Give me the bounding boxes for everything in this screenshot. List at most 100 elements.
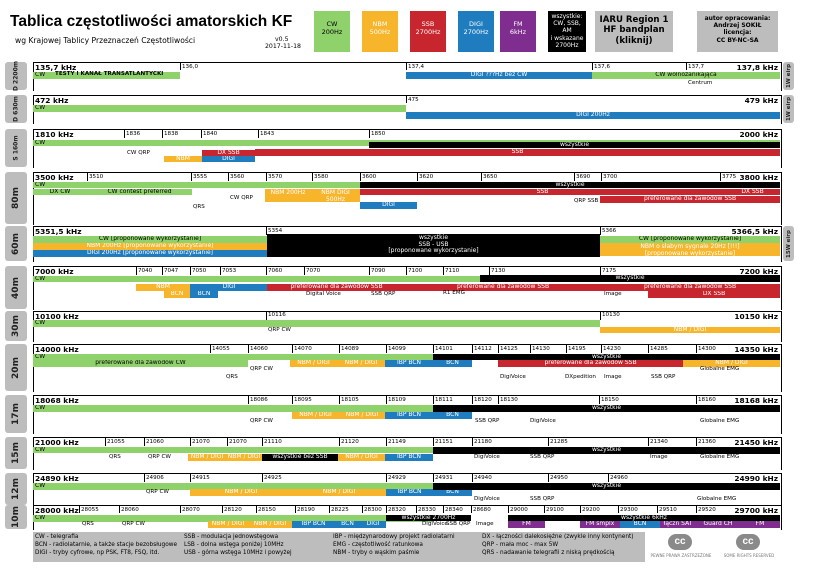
- note-label: DigiVoice: [500, 374, 526, 380]
- segment-cw: CW: [33, 105, 406, 112]
- freq-label: 7060: [268, 268, 283, 274]
- note-label: Globalne EMG: [700, 418, 740, 424]
- freq-label: 21055: [107, 439, 125, 445]
- segment-ssb: SSB: [255, 149, 780, 156]
- footer-legend-line: BCN - radiolatarnie, a także stacje bezo…: [35, 542, 178, 548]
- freq-tick: [406, 266, 407, 275]
- freq-label: 10130: [602, 312, 620, 318]
- freq-tick: [262, 437, 263, 446]
- band-end: 137,8 kHz: [736, 63, 778, 72]
- freq-tick: [481, 172, 482, 181]
- freq-label: 21151: [435, 439, 453, 445]
- freq-tick: [339, 395, 340, 404]
- band-name: 15m: [11, 442, 21, 464]
- freq-label: 7100: [408, 268, 423, 274]
- freq-label: 21180: [474, 439, 492, 445]
- freq-label: 14089: [341, 346, 359, 352]
- footer-legend-line: QRS - nadawanie telegrafii z niską prędk…: [482, 550, 615, 556]
- segment-ssb: preferowane dla zawodów SSB: [267, 284, 406, 291]
- freq-tick: [144, 437, 145, 446]
- freq-tick: [248, 395, 249, 404]
- note-label: SSB QRP: [475, 418, 500, 424]
- freq-label: 28150: [258, 507, 276, 513]
- freq-tick: [406, 62, 407, 70]
- freq-label: 137,4: [408, 64, 425, 70]
- band-start: 3500 kHz: [35, 173, 74, 182]
- date-label: 2017-11-18: [265, 43, 301, 50]
- freq-label: 21110: [264, 439, 282, 445]
- note-label: SSB QRP: [651, 374, 676, 380]
- band-end: 7200 kHz: [739, 267, 778, 276]
- band-frame: [33, 437, 782, 470]
- segment-nbm: NBM o słabym sygnale 20Hz [!!!] [propono…: [600, 243, 780, 256]
- freq-tick: [648, 344, 649, 353]
- segment-cw: preferowane dla zawodów CW: [33, 360, 248, 367]
- band-name: 20m: [11, 356, 21, 379]
- freq-label: 18086: [250, 397, 268, 403]
- freq-label: 21120: [341, 439, 359, 445]
- page-subtitle: wg Krajowej Tablicy Przeznaczeń Częstotl…: [15, 36, 196, 45]
- freq-tick: [266, 172, 267, 181]
- band-name: 60m: [11, 232, 21, 255]
- freq-label: 21070: [192, 439, 210, 445]
- segment-cw: CW: [33, 447, 433, 453]
- note-label: Centrum: [688, 80, 713, 86]
- band-start: 10100 kHz: [35, 312, 79, 321]
- footer-legend-line: QRP - mała moc - max 5W: [482, 542, 559, 548]
- note-label: Globalne EMG: [700, 454, 740, 460]
- segment-nbm: NBM DIGI 500Hz: [311, 189, 360, 202]
- freq-label: 28680: [473, 507, 491, 513]
- freq-tick: [258, 129, 259, 138]
- freq-label: 3560: [230, 174, 245, 180]
- segment-cw: CW contest preferred: [87, 189, 192, 195]
- freq-label: 3650: [483, 174, 498, 180]
- freq-label: 14101: [435, 346, 453, 352]
- freq-label: 3775: [722, 174, 737, 180]
- segment-fm: FM: [740, 521, 780, 528]
- band-name: D 630m: [12, 96, 20, 122]
- segment-nbm: NBM / DIGI: [290, 360, 337, 367]
- freq-tick: [369, 129, 370, 138]
- band-label: 80m: [5, 172, 27, 224]
- band-frame: [33, 395, 782, 434]
- freq-tick: [79, 505, 80, 513]
- freq-tick: [720, 172, 721, 181]
- band-end: 14350 kHz: [734, 345, 778, 354]
- band-name: 80m: [11, 187, 21, 209]
- legend-cw: CW 200Hz: [314, 11, 350, 52]
- freq-label: 3620: [419, 174, 434, 180]
- freq-label: 24925: [264, 475, 282, 481]
- freq-label: 5366: [602, 228, 617, 234]
- legend-ssb: SSB 2700Hz: [410, 11, 446, 52]
- band-name: 17m: [11, 403, 21, 425]
- cc-caption-en: SOME RIGHTS RESERVED: [723, 553, 775, 558]
- freq-label: 21149: [388, 439, 406, 445]
- freq-tick: [105, 437, 106, 446]
- freq-tick: [548, 437, 549, 446]
- freq-tick: [360, 172, 361, 181]
- freq-label: 24940: [474, 475, 492, 481]
- freq-label: 7090: [371, 268, 386, 274]
- segment-digi: IBP BCN: [386, 489, 433, 496]
- band-power-note: 15W eirp: [783, 226, 794, 261]
- cc-icon: cc: [736, 534, 760, 550]
- segment-ssb: preferowane dla zawodów SSB: [498, 360, 683, 367]
- segment-all: wszystkie: [433, 483, 780, 490]
- band-start: 1810 kHz: [35, 130, 74, 139]
- segment-all: wszystkie 2700Hz: [386, 515, 471, 521]
- footer: [33, 532, 645, 562]
- band-start: 18068 kHz: [35, 396, 79, 405]
- segment-nbm: NBM / DIGI: [226, 454, 262, 461]
- freq-label: 7175: [602, 268, 617, 274]
- segment-all: wszystkie SSB - USB [proponowane wykorzy…: [267, 234, 600, 257]
- freq-label: 1836: [126, 131, 141, 137]
- freq-label: 24915: [192, 475, 210, 481]
- freq-label: 28055: [81, 507, 99, 513]
- band-frame: [33, 172, 782, 225]
- iaru-link[interactable]: IARU Region 1 HF bandplan (kliknij): [595, 11, 673, 52]
- freq-label: 21360: [698, 439, 716, 445]
- note-label: TESTY I KANAŁ TRANSATLANTYCKI: [55, 71, 164, 77]
- freq-label: 21060: [146, 439, 164, 445]
- segment-cw: CW: [33, 515, 433, 522]
